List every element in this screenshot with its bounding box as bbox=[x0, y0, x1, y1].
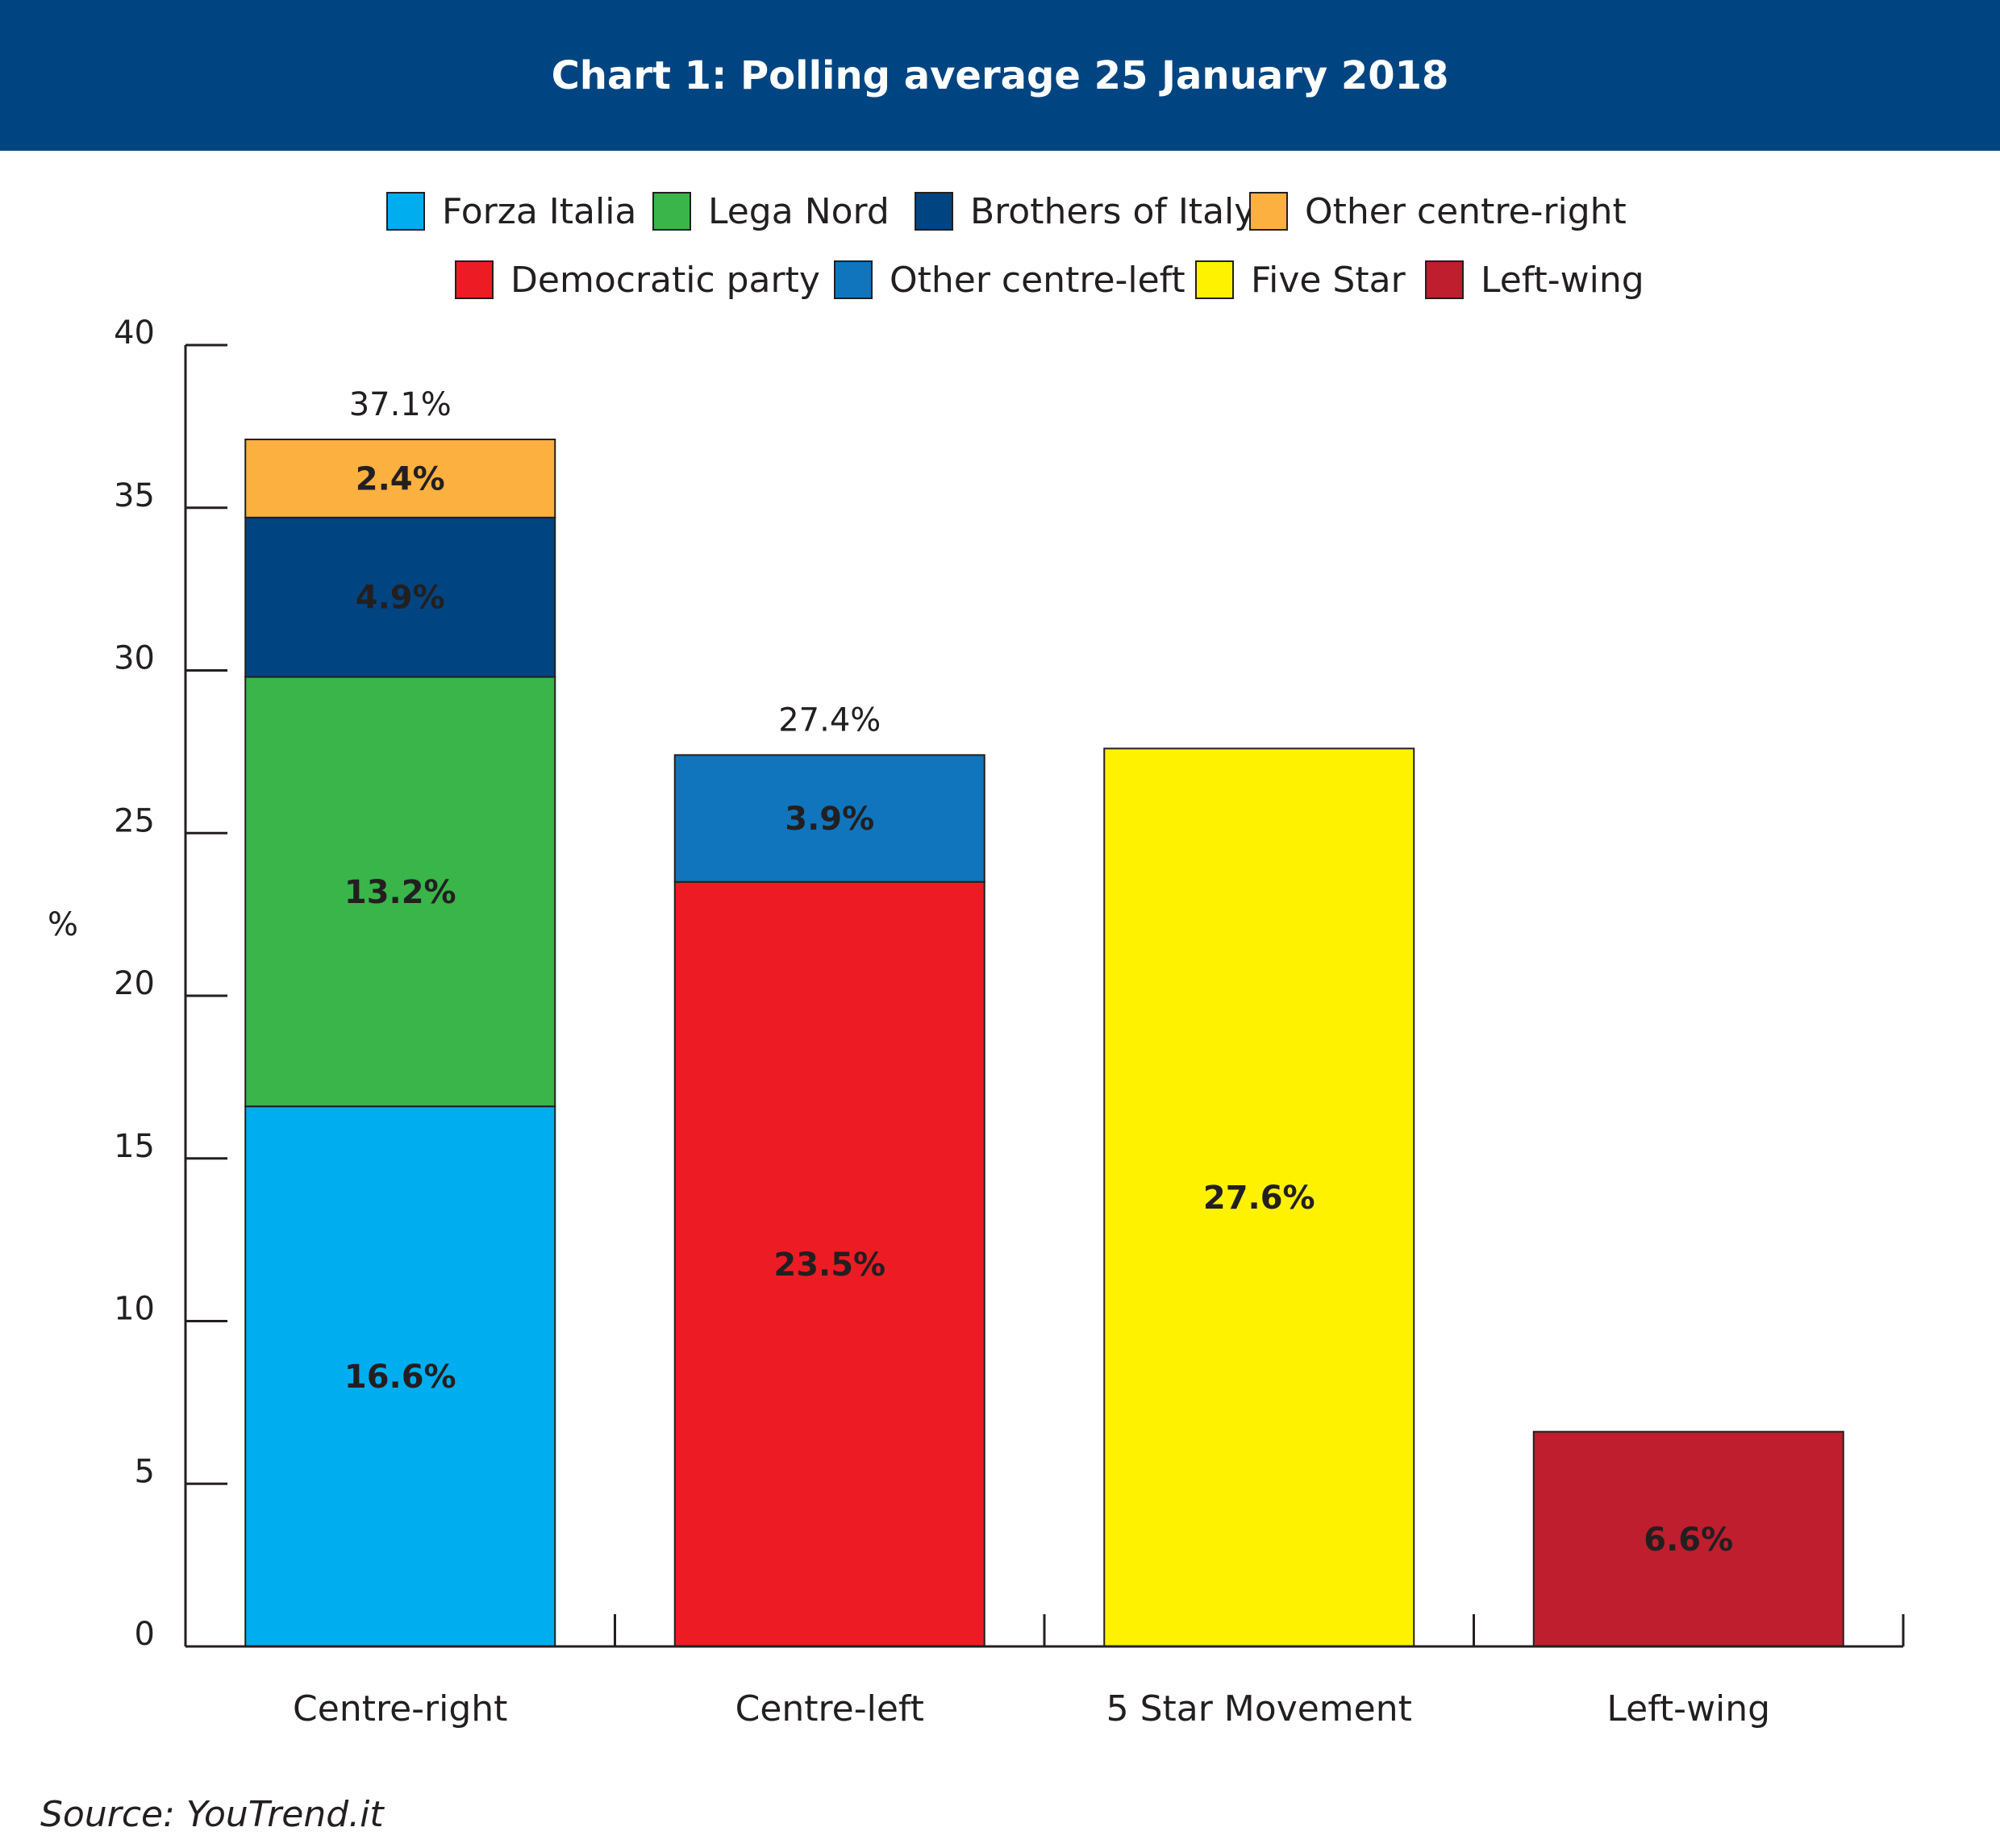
legend-swatch-brothers-of-italy bbox=[915, 192, 953, 231]
legend-label-five-star: Five Star bbox=[1251, 260, 1406, 301]
x-tick-label-centre-right: Centre-right bbox=[293, 1688, 507, 1729]
bar-centre-right-other-centre-right bbox=[244, 439, 556, 518]
data-label-centre-right-lega-nord: 13.2% bbox=[344, 874, 456, 911]
legend-swatch-other-centre-right bbox=[1249, 192, 1288, 231]
y-axis-label: % bbox=[48, 906, 78, 943]
data-label-5-star-movement-five-star: 27.6% bbox=[1203, 1180, 1315, 1217]
source-note: Source: YouTrend.it bbox=[40, 1794, 384, 1835]
data-label-left-wing-left-wing: 6.6% bbox=[1644, 1521, 1733, 1559]
legend-swatch-democratic-party bbox=[455, 260, 494, 299]
x-tick-label-5-star-movement: 5 Star Movement bbox=[1106, 1688, 1412, 1729]
total-label-centre-left: 27.4% bbox=[778, 701, 881, 739]
x-tick-label-centre-left: Centre-left bbox=[735, 1688, 924, 1729]
chart-area: Forza Italia Lega Nord Brothers of Italy Ot… bbox=[48, 191, 1905, 1729]
legend-label-left-wing: Left-wing bbox=[1481, 260, 1644, 301]
legend-swatch-lega-nord bbox=[652, 192, 691, 231]
y-tick-label-15: 15 bbox=[114, 1128, 155, 1165]
bar-centre-left-other-centre-left bbox=[673, 754, 985, 883]
legend-label-democratic-party: Democratic party bbox=[510, 260, 820, 301]
y-tick-label-20: 20 bbox=[114, 965, 155, 1002]
y-tick-label-40: 40 bbox=[114, 314, 155, 352]
y-tick-label-5: 5 bbox=[135, 1453, 155, 1490]
y-tick-label-0: 0 bbox=[135, 1616, 155, 1653]
plot-area: 16.6% 13.2% 4.9% 2.4% Centre-right 23.5% 3.9% C… bbox=[48, 314, 1905, 1729]
data-label-centre-right-other-centre-right: 2.4% bbox=[356, 460, 445, 497]
chart-title: Chart 1: Polling average 25 January 2018 bbox=[551, 52, 1449, 98]
bar-centre-right-lega-nord bbox=[244, 676, 556, 1108]
legend-label-forza-italia: Forza Italia bbox=[442, 191, 636, 232]
legend-label-other-centre-right: Other centre-right bbox=[1305, 191, 1627, 232]
legend-swatch-five-star bbox=[1195, 260, 1234, 299]
legend-swatch-left-wing bbox=[1425, 260, 1464, 299]
legend-label-other-centre-left: Other centre-left bbox=[890, 260, 1185, 301]
data-label-centre-right-forza-italia: 16.6% bbox=[344, 1359, 456, 1396]
data-label-centre-left-other-centre-left: 3.9% bbox=[785, 801, 874, 838]
bar-left-wing-left-wing bbox=[1532, 1430, 1844, 1647]
bar-centre-right-forza-italia bbox=[244, 1105, 556, 1647]
legend-label-lega-nord: Lega Nord bbox=[708, 191, 890, 232]
x-tick-label-left-wing: Left-wing bbox=[1606, 1688, 1770, 1729]
legend-label-brothers-of-italy: Brothers of Italy bbox=[970, 191, 1255, 232]
legend-swatch-other-centre-left bbox=[834, 260, 873, 299]
y-tick-label-30: 30 bbox=[114, 640, 155, 677]
bar-centre-left-democratic-party bbox=[673, 880, 985, 1647]
data-label-centre-right-brothers-of-italy: 4.9% bbox=[356, 580, 445, 617]
total-label-centre-right: 37.1% bbox=[349, 386, 452, 423]
y-tick-label-35: 35 bbox=[114, 477, 155, 514]
legend-swatch-forza-italia bbox=[386, 192, 425, 231]
y-tick-label-25: 25 bbox=[114, 802, 155, 839]
bar-5-star-movement-five-star bbox=[1103, 747, 1415, 1648]
chart-header: Chart 1: Polling average 25 January 2018 bbox=[0, 0, 2000, 151]
legend: Forza Italia Lega Nord Brothers of Italy Ot… bbox=[386, 191, 1644, 301]
data-label-centre-left-democratic-party: 23.5% bbox=[773, 1247, 885, 1284]
y-tick-label-10: 10 bbox=[114, 1291, 155, 1328]
